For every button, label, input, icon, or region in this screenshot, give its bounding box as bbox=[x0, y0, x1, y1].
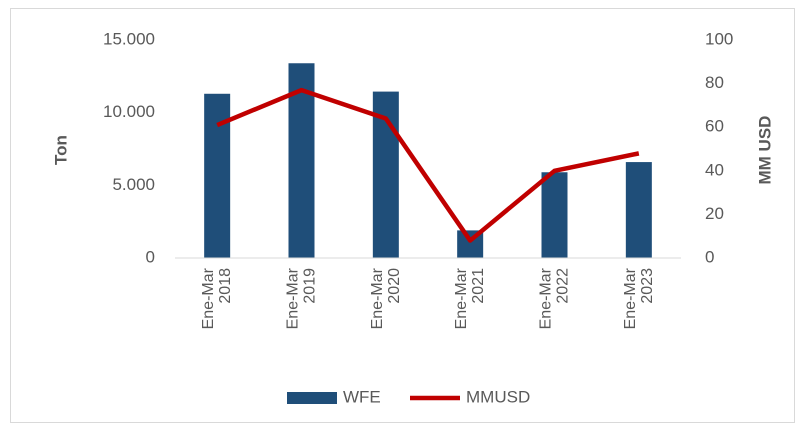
y2-tick-label: 20 bbox=[705, 204, 724, 223]
y-tick-label: 0 bbox=[146, 247, 155, 266]
y2-tick-label: 60 bbox=[705, 117, 724, 136]
x-tick-label: Ene-Mar 2022 bbox=[537, 268, 572, 330]
x-tick-label: Ene-Mar 2020 bbox=[368, 268, 403, 330]
bar bbox=[204, 93, 231, 258]
line-series bbox=[216, 87, 640, 243]
x-tick-label: Ene-Mar 2021 bbox=[453, 268, 488, 330]
x-tick-label: Ene-Mar 2023 bbox=[621, 268, 656, 330]
bar bbox=[625, 162, 652, 258]
chart-border bbox=[10, 8, 795, 423]
x-tick-label: Ene-Mar 2018 bbox=[200, 268, 235, 330]
y2-axis-title: MM USD bbox=[755, 116, 774, 185]
legend-label: MMUSD bbox=[466, 387, 530, 406]
y-tick-label: 15.000 bbox=[103, 29, 155, 48]
y2-tick-label: 40 bbox=[705, 160, 724, 179]
legend-label: WFE bbox=[343, 387, 381, 406]
bar bbox=[541, 172, 568, 258]
y2-tick-label: 100 bbox=[705, 29, 733, 48]
y2-tick-label: 80 bbox=[705, 73, 724, 92]
y-tick-label: 10.000 bbox=[103, 102, 155, 121]
legend-swatch bbox=[287, 392, 337, 404]
x-tick-label: Ene-Mar 2019 bbox=[284, 268, 319, 330]
y2-tick-label: 0 bbox=[705, 247, 714, 266]
y-tick-label: 5.000 bbox=[112, 175, 155, 194]
y-axis-title: Ton bbox=[51, 135, 70, 165]
